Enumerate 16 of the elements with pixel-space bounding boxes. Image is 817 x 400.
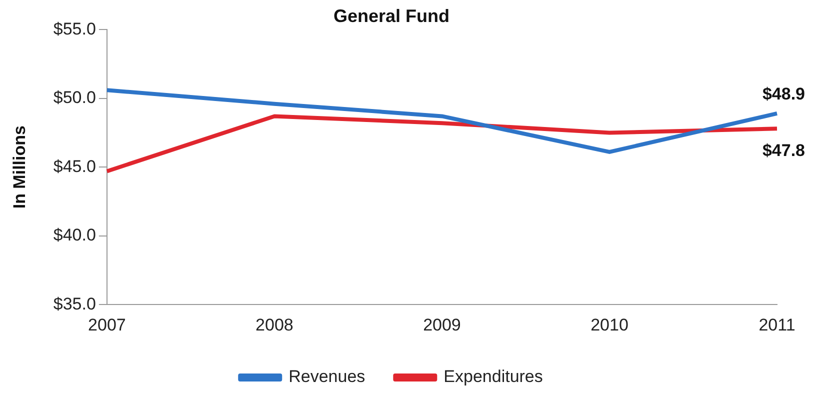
y-tick-label: $35.0: [53, 294, 96, 314]
x-tick-label: 2008: [256, 315, 294, 334]
x-tick-label: 2011: [758, 315, 796, 334]
x-tick-label: 2007: [88, 315, 126, 334]
annotation: $47.8: [762, 140, 805, 160]
x-tick-label: 2010: [590, 315, 628, 334]
legend-label: Revenues: [288, 367, 366, 386]
y-tick-label: $40.0: [53, 226, 96, 245]
y-tick-label: $55.0: [53, 19, 96, 38]
legend-label: Expenditures: [444, 367, 543, 386]
y-tick-label: $45.0: [53, 156, 96, 176]
annotation: $48.9: [762, 84, 805, 104]
y-tick-label: $50.0: [53, 88, 96, 108]
chart-title: General Fund: [333, 6, 450, 26]
x-tick-label: 2009: [423, 315, 461, 334]
y-axis-title: In Millions: [10, 126, 29, 209]
